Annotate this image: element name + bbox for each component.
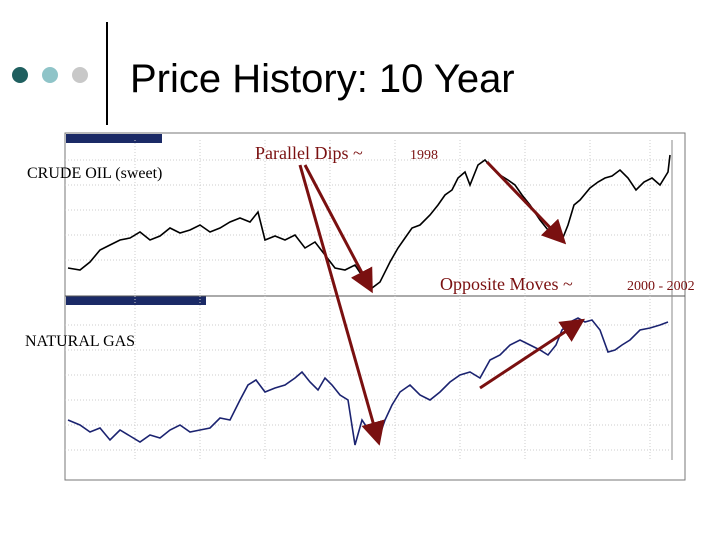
annotation-detail: 2000 - 2002: [627, 279, 695, 294]
annotation-detail: 1998: [410, 148, 438, 163]
bullet-dot: [72, 67, 88, 83]
bullet-dot: [42, 67, 58, 83]
slide-title: Price History: 10 Year: [130, 57, 515, 101]
arrows: [298, 160, 586, 446]
chart-screenshot: [64, 132, 686, 481]
annotation: Parallel Dips ~: [255, 143, 363, 163]
gas-label: NATURAL GAS: [25, 333, 135, 350]
crude-label: CRUDE OIL (sweet): [27, 165, 162, 182]
bullet-dot: [12, 67, 28, 83]
annotation: Opposite Moves ~: [440, 274, 573, 294]
